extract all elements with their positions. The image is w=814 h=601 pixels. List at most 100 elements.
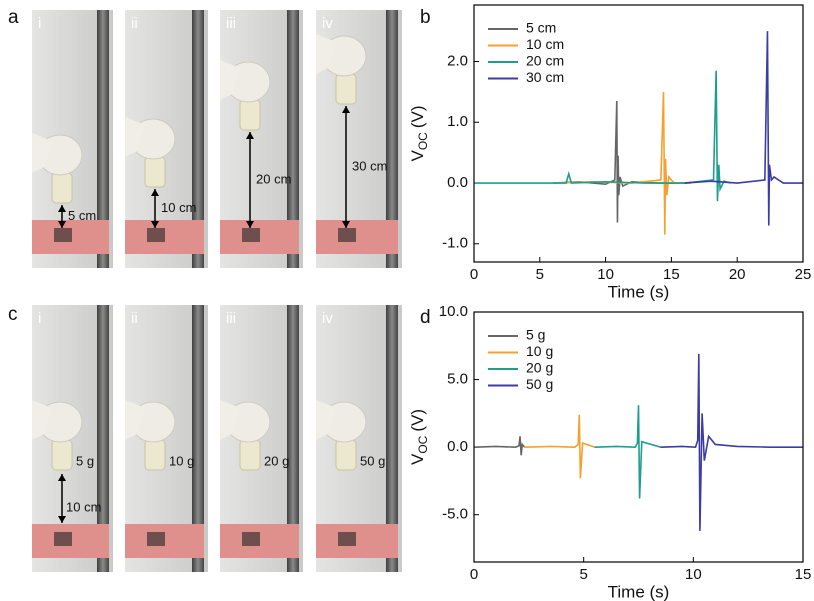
legend-label: 20 g (526, 360, 553, 376)
glove-arm (316, 400, 336, 440)
glove-arm (32, 133, 52, 173)
y-label-sub: OC (416, 132, 430, 150)
y-label-main: V (408, 453, 427, 465)
legend-label: 30 cm (526, 69, 564, 85)
weight-label: 20 g (264, 453, 289, 468)
height-label: 10 cm (161, 200, 196, 215)
y-tick-label: -5.0 (442, 506, 468, 523)
photo-numeral: iv (322, 310, 333, 327)
photo: i 5 g 10 cm (32, 305, 113, 572)
series-line (524, 414, 595, 479)
x-tick-label: 15 (663, 266, 680, 283)
plot-frame (473, 311, 804, 563)
cylinder (51, 172, 73, 204)
plot-frame (473, 4, 804, 263)
legend-label: 20 cm (526, 53, 564, 69)
series-line (594, 405, 661, 499)
height-label: 30 cm (352, 158, 387, 173)
fabric (316, 220, 398, 254)
arrow-head (58, 205, 66, 228)
sample (242, 228, 260, 242)
sample (54, 228, 72, 242)
photo: iv 30 cm (316, 10, 402, 268)
y-tick-label: 0.0 (447, 174, 468, 191)
height-label: 10 cm (66, 499, 101, 514)
weight-label: 10 g (169, 453, 194, 468)
legend-label: 50 g (526, 376, 553, 392)
legend-label: 10 g (526, 343, 553, 359)
x-tick-label: 10 (597, 266, 614, 283)
weight-label: 5 g (76, 453, 94, 468)
sample (338, 532, 356, 546)
photo: ii 10 cm (125, 10, 208, 268)
ruler (97, 10, 109, 268)
y-tick-label: 5.0 (447, 371, 468, 388)
x-axis-label: Time (s) (608, 582, 670, 601)
y-label-main: V (408, 150, 427, 162)
photo: iv 50 g (316, 305, 402, 572)
ruler (287, 10, 299, 268)
panel-label: c (8, 304, 18, 325)
photo: iii 20 g (220, 305, 303, 572)
photo-numeral: i (38, 310, 41, 327)
y-tick-label: 0.0 (447, 438, 468, 455)
x-axis-label: Time (s) (608, 282, 670, 301)
ruler (287, 305, 299, 572)
x-tick-label: 0 (470, 566, 478, 583)
sample (338, 228, 356, 242)
fabric (316, 524, 398, 558)
ruler (386, 305, 398, 572)
y-tick-label: 1.0 (447, 113, 468, 130)
cylinder (144, 439, 166, 471)
photo: iii 20 cm (220, 10, 303, 268)
x-tick-label: 0 (470, 266, 478, 283)
cylinder (239, 439, 261, 471)
photo-numeral: iv (322, 15, 333, 32)
y-tick-label: 10.0 (439, 303, 468, 320)
sample (242, 532, 260, 546)
series-line (684, 31, 803, 226)
y-label-sub: OC (416, 435, 430, 453)
cylinder (239, 99, 261, 131)
photo: ii 10 g (125, 305, 208, 572)
x-tick-label: 15 (795, 566, 812, 583)
sample (147, 532, 165, 546)
y-axis-label: VOC (V) (408, 105, 430, 161)
panel-label: a (8, 7, 19, 28)
x-tick-label: 10 (685, 566, 702, 583)
photo-numeral: iii (226, 15, 236, 32)
photo-numeral: i (38, 15, 41, 32)
series-line (474, 70, 731, 202)
photo-numeral: ii (131, 310, 138, 327)
y-tick-label: 2.0 (447, 52, 468, 69)
legend-label: 5 g (526, 327, 545, 343)
ruler (192, 305, 204, 572)
sample (54, 532, 72, 546)
weight-label: 50 g (360, 453, 385, 468)
x-tick-label: 25 (795, 266, 812, 283)
panel-label: b (420, 7, 431, 28)
cylinder (335, 73, 357, 105)
cylinder (335, 439, 357, 471)
glove-arm (220, 400, 240, 440)
photo-numeral: ii (131, 15, 138, 32)
series-line (552, 100, 685, 223)
series-line (660, 353, 803, 531)
legend-label: 10 cm (526, 36, 564, 52)
y-tick-label: -1.0 (442, 235, 468, 252)
ruler (97, 305, 109, 572)
y-label-unit: (V) (408, 105, 427, 128)
glove-arm (125, 400, 145, 440)
x-tick-label: 5 (536, 266, 544, 283)
height-label: 5 cm (68, 208, 96, 223)
ruler (386, 10, 398, 268)
series-line (474, 436, 526, 456)
cylinder (144, 156, 166, 188)
glove-arm (32, 400, 52, 440)
legend-label: 5 cm (526, 20, 556, 36)
panel-label: d (420, 307, 431, 328)
sample (147, 228, 165, 242)
y-label-unit: (V) (408, 409, 427, 432)
y-axis-label: VOC (V) (408, 409, 430, 465)
